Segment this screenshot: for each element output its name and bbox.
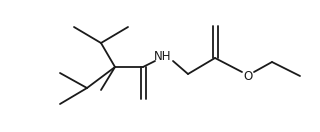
Text: NH: NH [154,51,172,63]
Text: O: O [244,70,252,82]
